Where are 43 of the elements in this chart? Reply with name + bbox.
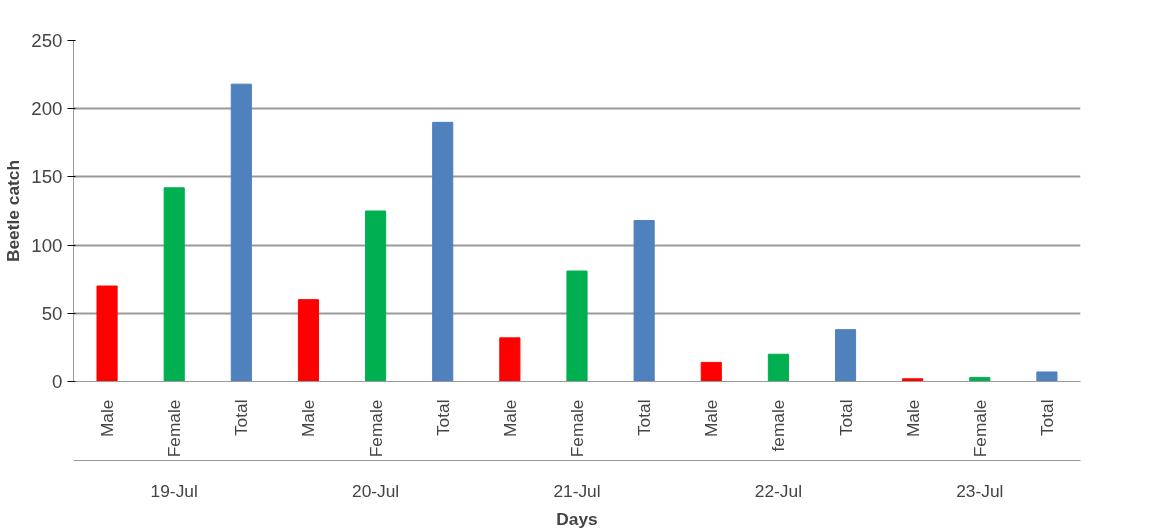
x-tick-label: female bbox=[768, 399, 789, 452]
bar bbox=[566, 270, 588, 382]
x-tick-label: Male bbox=[499, 399, 520, 438]
bar bbox=[96, 285, 118, 382]
x-tick-label: Male bbox=[97, 399, 118, 438]
x-tick-label: Total bbox=[432, 399, 453, 437]
bar bbox=[633, 220, 655, 382]
y-tick-label: 0 bbox=[52, 371, 63, 392]
x-tick-label: Total bbox=[1036, 399, 1057, 437]
x-tick-label: Male bbox=[298, 399, 319, 438]
bar bbox=[297, 299, 320, 382]
bar bbox=[432, 121, 454, 382]
x-tick-label: Male bbox=[701, 399, 722, 438]
bar bbox=[700, 361, 722, 382]
bar bbox=[230, 83, 252, 382]
text: 19-Jul bbox=[150, 480, 198, 501]
x-tick-label: Female bbox=[969, 399, 990, 458]
text: 21-Jul bbox=[553, 480, 601, 501]
x-tick-label: Total bbox=[634, 399, 655, 437]
y-axis-title: Beetle catch bbox=[3, 159, 24, 263]
bar bbox=[969, 376, 991, 382]
x-tick-label: Female bbox=[567, 399, 587, 458]
x-axis-title: Days bbox=[556, 508, 598, 529]
bar bbox=[1036, 371, 1058, 382]
text: 22-Jul bbox=[754, 480, 803, 501]
x-tick-label: Total bbox=[835, 399, 856, 437]
bar bbox=[834, 329, 857, 382]
bar bbox=[902, 378, 924, 382]
x-tick-label: Female bbox=[365, 399, 386, 458]
y-tick-label: 200 bbox=[31, 98, 63, 120]
y-tick-label: 250 bbox=[31, 30, 63, 51]
text: 20-Jul bbox=[352, 480, 400, 501]
text: 23-Jul bbox=[956, 480, 1004, 501]
x-tick-label: Total bbox=[231, 399, 252, 437]
y-tick-label: 150 bbox=[31, 166, 63, 188]
y-tick-label: 50 bbox=[41, 302, 63, 324]
y-tick-label: 100 bbox=[31, 234, 63, 256]
x-tick-label: Male bbox=[902, 399, 923, 438]
bar bbox=[499, 337, 521, 382]
bar bbox=[767, 353, 789, 382]
x-tick-label: Female bbox=[164, 399, 185, 458]
bar bbox=[365, 210, 387, 382]
bar bbox=[163, 187, 185, 382]
